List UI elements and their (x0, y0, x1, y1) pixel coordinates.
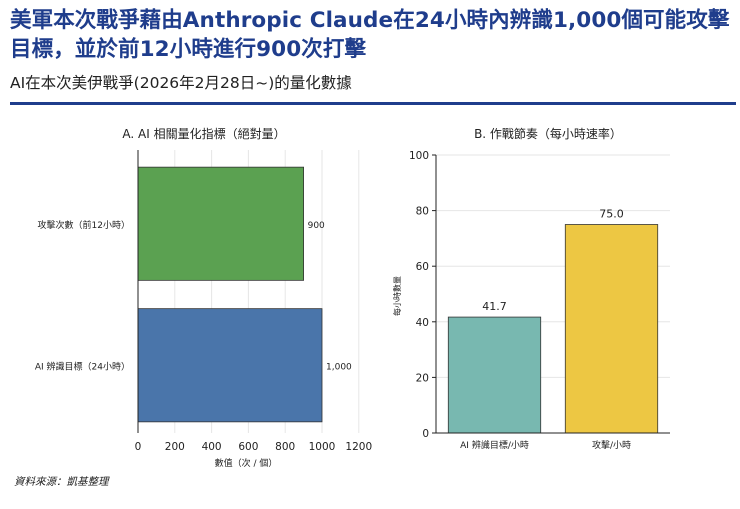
chart-a-value-label: 900 (308, 221, 325, 231)
chart-a-x-tick-label: 400 (202, 441, 222, 453)
chart-a-value-label: 1,000 (326, 362, 352, 372)
subtitle: AI在本次美伊戰爭(2026年2月28日~)的量化數據 (10, 74, 352, 92)
headline: 美軍本次戰爭藉由Anthropic Claude在24小時內辨識1,000個可能… (10, 8, 730, 62)
chart-b-category-label: AI 辨識目標/小時 (460, 439, 529, 451)
chart-b-category-label: 攻擊/小時 (592, 439, 631, 451)
chart-b-y-tick-label: 60 (416, 261, 429, 273)
chart-b-value-label: 41.7 (482, 300, 507, 313)
chart-a-x-tick-label: 600 (238, 441, 258, 453)
title-divider (10, 102, 736, 105)
chart-a-x-tick-label: 1000 (309, 441, 336, 453)
chart-a-bar (137, 308, 323, 423)
chart-a: A. AI 相關量化指標（絕對量） 900 1,000 攻擊次數（前12小時） AI… (35, 126, 372, 469)
chart-b-y-tick-label: 40 (416, 317, 429, 329)
chart-a-x-axis-label: 數值（次 / 個） (215, 457, 278, 469)
chart-a-category-label: 攻擊次數（前12小時） (38, 219, 130, 231)
chart-a-x-tick-label: 1200 (345, 441, 372, 453)
chart-b-y-tick-label: 20 (416, 372, 429, 384)
chart-b-y-axis-label: 每小時數量 (392, 276, 402, 316)
chart-b-bar (447, 316, 542, 434)
chart-a-title: A. AI 相關量化指標（絕對量） (122, 126, 285, 141)
source-note: 資料來源：凱基整理 (14, 476, 109, 488)
chart-b-bar (564, 224, 659, 434)
chart-b-y-tick-label: 0 (422, 428, 429, 440)
chart-a-x-tick-label: 0 (135, 441, 142, 453)
chart-b-y-tick-label: 100 (409, 150, 429, 162)
chart-b-title: B. 作戰節奏（每小時速率） (474, 126, 622, 141)
chart-a-category-label: AI 辨識目標（24小時） (35, 360, 130, 372)
chart-b-y-tick-label: 80 (416, 206, 429, 218)
chart-b: B. 作戰節奏（每小時速率） 41.775.0 AI 辨識目標/小時 攻擊/小時 … (392, 126, 670, 451)
chart-b-value-label: 75.0 (599, 208, 624, 221)
chart-a-bar (137, 166, 305, 281)
chart-a-x-tick-label: 200 (165, 441, 185, 453)
chart-a-x-tick-label: 800 (275, 441, 295, 453)
